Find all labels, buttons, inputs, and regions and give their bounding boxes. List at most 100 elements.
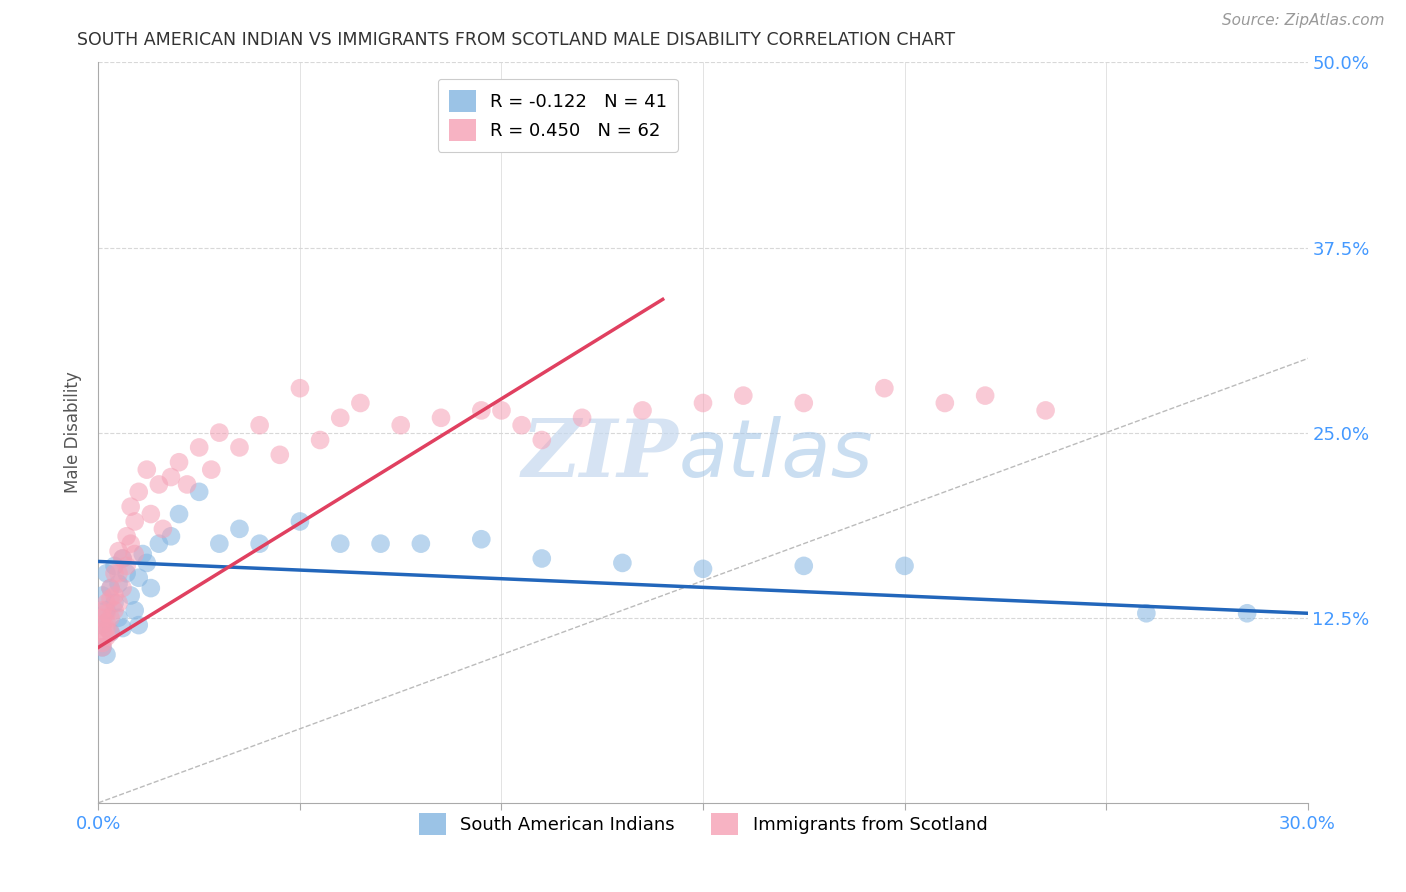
Point [200,462,222,476]
Point [167,455,190,469]
Point [793,558,815,573]
Point [139,581,162,595]
Point [288,381,311,395]
Point [107,566,129,581]
Point [107,544,129,558]
Point [135,556,157,570]
Point [103,596,125,610]
Point [733,388,755,402]
Point [249,418,271,433]
Point [873,381,896,395]
Point [91,618,114,632]
Point [188,484,211,499]
Point [111,581,134,595]
Point [692,396,714,410]
Point [974,388,997,402]
Point [160,470,183,484]
Point [167,507,190,521]
Point [128,618,150,632]
Text: ZIP: ZIP [522,416,679,493]
Point [208,425,231,440]
Point [91,618,114,632]
Point [329,536,352,550]
Point [91,640,114,655]
Point [208,536,231,550]
Point [692,562,714,576]
Point [510,418,533,433]
Point [631,403,654,417]
Point [124,515,146,529]
Point [103,566,125,581]
Point [530,433,553,447]
Point [470,403,492,417]
Point [91,610,114,624]
Point [96,648,118,662]
Point [1035,403,1057,417]
Point [120,536,142,550]
Point [188,441,211,455]
Point [228,522,250,536]
Point [111,551,134,566]
Point [128,484,150,499]
Point [409,536,432,550]
Point [96,596,118,610]
Point [1236,607,1258,621]
Point [571,410,593,425]
Point [111,621,134,635]
Point [115,566,138,581]
Point [793,396,815,410]
Point [329,410,352,425]
Point [103,589,125,603]
Point [124,547,146,561]
Point [111,551,134,566]
Point [309,433,332,447]
Point [389,418,412,433]
Point [100,625,122,640]
Point [269,448,291,462]
Point [430,410,453,425]
Point [132,547,155,561]
Point [91,640,114,655]
Point [96,603,118,617]
Point [96,630,118,644]
Point [91,625,114,640]
Point [491,403,513,417]
Point [893,558,915,573]
Point [100,625,122,640]
Point [107,596,129,610]
Point [530,551,553,566]
Point [148,477,170,491]
Point [139,507,162,521]
Point [349,396,371,410]
Point [249,536,271,550]
Point [100,581,122,595]
Text: atlas: atlas [679,416,873,494]
Legend: South American Indians, Immigrants from Scotland: South American Indians, Immigrants from … [412,805,994,842]
Point [115,529,138,543]
Point [103,558,125,573]
Point [120,500,142,514]
Point [176,477,198,491]
Point [228,441,250,455]
Point [107,576,129,591]
Point [91,589,114,603]
Point [107,610,129,624]
Point [160,529,183,543]
Point [96,621,118,635]
Text: SOUTH AMERICAN INDIAN VS IMMIGRANTS FROM SCOTLAND MALE DISABILITY CORRELATION CH: SOUTH AMERICAN INDIAN VS IMMIGRANTS FROM… [77,31,956,49]
Point [152,522,174,536]
Point [120,589,142,603]
Point [288,515,311,529]
Point [934,396,956,410]
Text: Source: ZipAtlas.com: Source: ZipAtlas.com [1222,13,1385,29]
Point [1135,607,1157,621]
Point [100,591,122,606]
Point [370,536,392,550]
Y-axis label: Male Disability: Male Disability [65,372,83,493]
Point [128,571,150,585]
Point [96,607,118,621]
Point [100,581,122,595]
Point [135,462,157,476]
Point [96,566,118,581]
Point [96,615,118,629]
